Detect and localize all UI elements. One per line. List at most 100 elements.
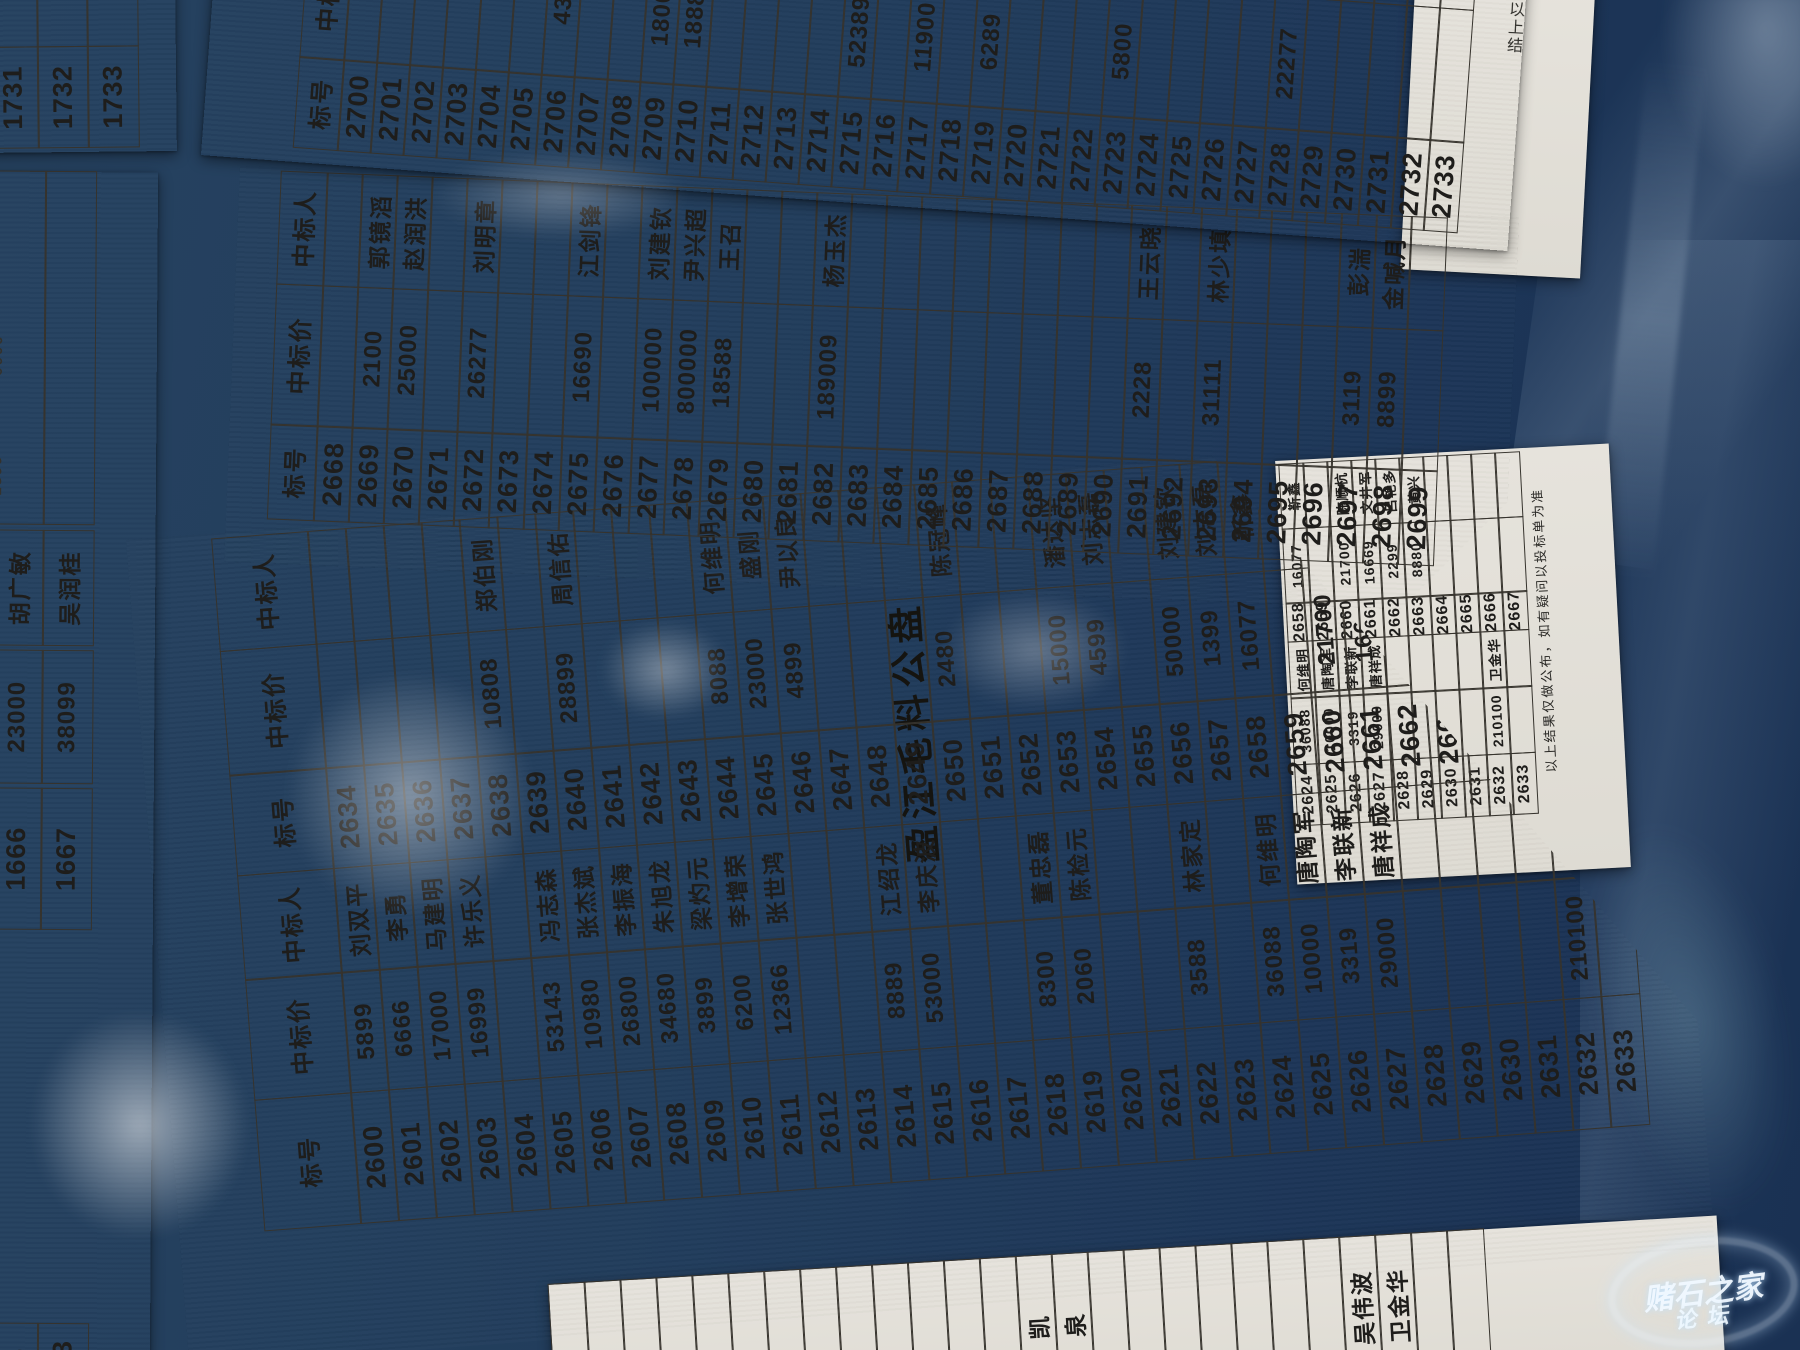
cell-text: 2673 <box>491 448 524 514</box>
cell-text: 郭镜滔 <box>365 193 395 270</box>
cell-text: 26277 <box>462 326 493 399</box>
cell-text: 2604 <box>508 1111 544 1178</box>
cell-text: 2733 <box>1425 153 1461 220</box>
left-sheet: 胡广敏吴润桂2318230003809966516661667326330000… <box>0 170 159 1350</box>
cell-text: 23000 <box>3 680 31 753</box>
cell <box>0 0 39 49</box>
margin <box>88 935 147 1318</box>
cell-text: 2730 <box>1326 146 1362 213</box>
cell: 32 <box>0 1321 39 1350</box>
cell-text: 2687 <box>980 468 1014 534</box>
cell-text: 2635 <box>368 780 404 848</box>
cell-text: 3319 <box>1334 925 1366 986</box>
cell-text: 2724 <box>1129 131 1165 198</box>
cell-text: 梁灼元 <box>683 854 716 932</box>
cell-text: 26800 <box>613 974 647 1048</box>
cell-text: 标号 <box>281 446 311 500</box>
lot-column: 1733 <box>86 0 140 148</box>
cell-text: 2686 <box>945 466 979 533</box>
cell-text: 53143 <box>538 979 571 1054</box>
cell-text: 2603 <box>470 1114 506 1181</box>
cell-text: 2702 <box>405 78 441 145</box>
cell-text: 2660 <box>1316 708 1351 775</box>
cell: 2696 <box>1292 465 1332 562</box>
cell: 2670 <box>383 428 423 525</box>
cell-text: 2060 <box>1069 946 1101 1006</box>
cell-text: 2665 <box>1457 593 1477 634</box>
cell-text: 3119 <box>1336 368 1367 427</box>
cell-text: 2678 <box>666 455 699 521</box>
cell-text: 2700 <box>339 73 375 140</box>
cell-text: 2726 <box>1195 136 1230 203</box>
cell-text: 2623 <box>1228 1056 1264 1123</box>
cell-text: 2653 <box>1050 728 1086 795</box>
cell: 2698 <box>1362 468 1402 565</box>
cell-text: 2644 <box>709 754 745 821</box>
cell-text: 中标人 <box>276 884 310 964</box>
cell-text: 2629 <box>1455 1038 1491 1106</box>
cell: 2691 <box>1117 458 1157 555</box>
cell-text: 1731 <box>0 65 29 130</box>
cell-text: 15000 <box>1043 612 1076 687</box>
cell-text: 标号 <box>269 794 301 849</box>
cell: 2690 <box>1082 456 1122 553</box>
cell: 1666 <box>0 787 43 930</box>
cell-text: 5800 <box>1106 21 1138 81</box>
cell-text: 2613 <box>849 1085 885 1152</box>
lot-column <box>0 170 47 526</box>
cell-text: 林家定 <box>1176 816 1209 894</box>
cell-text: 2704 <box>471 83 506 150</box>
cell-text: 2650 <box>937 737 973 804</box>
cell-text: 2671 <box>421 445 454 512</box>
cell-text: 张杰斌 <box>570 863 602 940</box>
margin <box>137 0 173 146</box>
cell-text: 6666 <box>387 998 419 1059</box>
lot-column: 1732 <box>36 0 90 149</box>
cell-text: 唐陶军 <box>1290 807 1322 885</box>
cell-text: 38099 <box>53 680 81 753</box>
cell: 2677 <box>628 438 668 535</box>
cell: 210100 <box>1553 876 1602 1001</box>
cell: 2684 <box>873 448 913 545</box>
cell-text: 2627 <box>1380 1044 1415 1111</box>
cell: 633 <box>36 1322 89 1350</box>
cell-text: 林少填 <box>1204 227 1234 304</box>
cell-text: 吴润桂 <box>56 549 84 626</box>
cell-text: 2663 <box>1409 595 1429 637</box>
cell-text: 2679 <box>701 457 734 523</box>
cell-text: 2672 <box>456 447 489 513</box>
cell-text: 2674 <box>526 450 559 516</box>
cell-text: 2612 <box>811 1088 847 1155</box>
cell-text: 31111 <box>1196 357 1227 427</box>
cell-text: 2617 <box>1001 1073 1037 1141</box>
cell-text: 2618 <box>1039 1070 1074 1138</box>
cell <box>42 171 97 526</box>
cell-text: 尹兴超 <box>680 206 710 283</box>
cell-text: 标号 <box>306 77 338 131</box>
cell-text: 52389 <box>842 0 875 69</box>
cell: 2695 <box>1257 463 1297 560</box>
cell-text: 凯 <box>1026 1313 1054 1341</box>
edge-fragment: 0000 <box>0 334 7 376</box>
cell: 2693 <box>1187 461 1227 558</box>
cell: 2675 <box>558 435 598 532</box>
cell-text: 李勇 <box>381 890 412 943</box>
cell: 2686 <box>943 451 983 548</box>
cell: 2682 <box>803 445 843 542</box>
cell-text: 2715 <box>833 109 868 176</box>
cell-text: 中标人 <box>290 189 321 269</box>
cell: 1733 <box>87 45 140 148</box>
cell: 1732 <box>37 45 90 149</box>
cell-text: 2601 <box>395 1120 430 1187</box>
cell-text: 4599 <box>1081 616 1114 677</box>
cell-text: 赵润洪 <box>400 195 430 272</box>
lot-column: 38099 <box>41 649 94 784</box>
cell <box>87 1323 145 1350</box>
cell-text: 2725 <box>1162 133 1198 201</box>
cell-text: 标号 <box>295 1134 327 1189</box>
cell-text: 1732 <box>47 64 79 130</box>
cell-text: 2722 <box>1063 126 1099 193</box>
cell-text: 210100 <box>1560 894 1595 983</box>
cell-text: 2706 <box>537 88 572 155</box>
cell-text: 李增荣 <box>721 851 754 929</box>
